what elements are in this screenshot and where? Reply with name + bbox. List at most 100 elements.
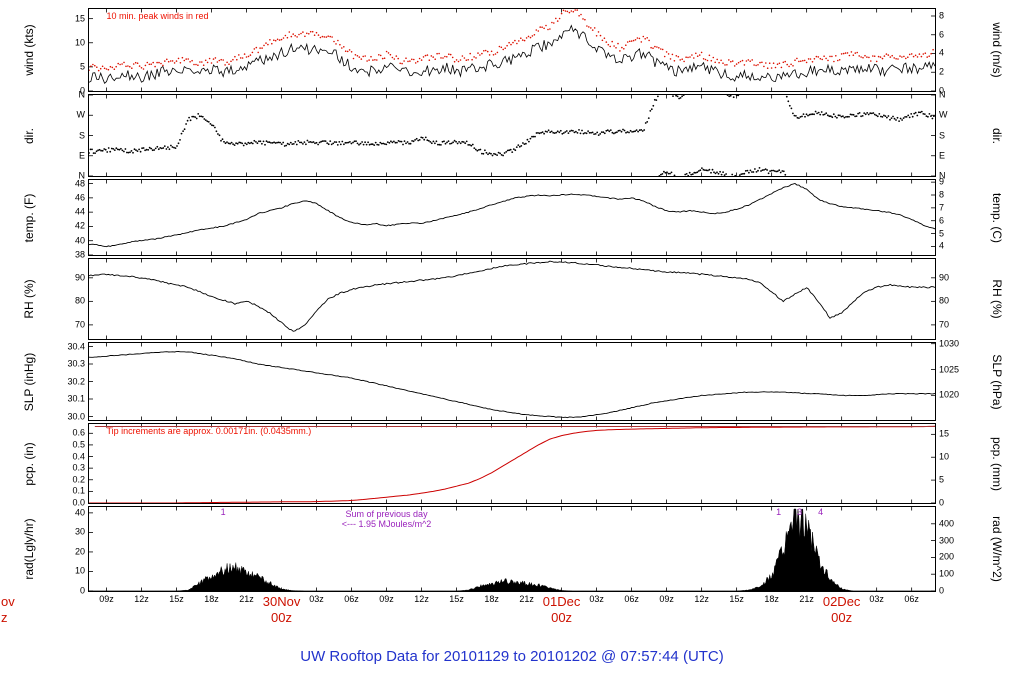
ytick-left-dir: W	[76, 109, 86, 120]
date-label-line2: 00z	[551, 610, 573, 626]
axis-title-right-temp: temp. (C)	[990, 192, 1004, 243]
axis-title-left-wind: wind (kts)	[22, 24, 36, 76]
panel-temp	[88, 179, 936, 256]
ytick-left-dir: E	[78, 150, 85, 161]
ytick-left-dir: N	[78, 89, 86, 100]
ytick-left-rh: 90	[74, 272, 85, 283]
ytick-right-rh: 90	[939, 272, 950, 283]
plot-temp	[89, 180, 935, 255]
xtick-label: 21z	[799, 594, 814, 604]
ytick-left-pcp: 0.1	[72, 485, 85, 496]
ytick-right-temp: 5	[939, 228, 945, 239]
ytick-right-rad: 100	[939, 568, 955, 579]
ytick-right-rh: 80	[939, 295, 950, 306]
ytick-right-slp: 1025	[939, 364, 960, 375]
ytick-left-slp: 30.1	[67, 393, 85, 404]
ytick-right-temp: 7	[939, 202, 945, 213]
plot-slp	[89, 343, 935, 420]
plot-wind	[89, 9, 935, 91]
ytick-left-slp: 30.4	[67, 341, 85, 351]
xtick-label: 18z	[484, 594, 499, 604]
ytick-right-wind: 2	[939, 66, 945, 77]
date-label-line1: 02Dec	[822, 594, 861, 609]
ytick-right-temp: 9	[939, 176, 945, 187]
axis-title-left-slp: SLP (inHg)	[22, 352, 36, 411]
panel-pcp	[88, 423, 936, 504]
ytick-right-slp: 1020	[939, 389, 960, 400]
xtick-label: 12z	[694, 594, 709, 604]
ytick-left-temp: 44	[74, 206, 85, 217]
xtick-label: 03z	[869, 594, 884, 604]
xtick-label: 18z	[764, 594, 779, 604]
ytick-right-pcp: 10	[939, 451, 950, 462]
axis-title-right-slp: SLP (hPa)	[990, 353, 1004, 410]
ytick-right-dir: W	[939, 109, 948, 120]
ytick-right-dir: S	[939, 130, 946, 140]
axis-title-left-temp: temp. (F)	[22, 193, 36, 242]
plot-dir	[89, 95, 935, 176]
ytick-right-wind: 0	[939, 85, 945, 96]
ytick-right-wind: 8	[939, 10, 945, 21]
ytick-right-rh: 70	[939, 319, 950, 330]
ytick-right-dir: E	[939, 150, 946, 161]
xtick-label: 12z	[414, 594, 429, 604]
ytick-right-temp: 6	[939, 215, 945, 226]
annotation-pcp-0: Tip increments are approx. 0.00171in. (0…	[106, 426, 312, 436]
axis-title-right-rad: rad (W/m^2)	[990, 516, 1004, 582]
ytick-left-temp: 40	[74, 235, 85, 246]
ytick-left-rh: 80	[74, 295, 85, 306]
ytick-left-pcp: 0.2	[72, 474, 85, 485]
panel-wind	[88, 8, 936, 92]
annotation-rad-4: 3	[797, 507, 803, 517]
xtick-label: 21z	[239, 594, 254, 604]
ytick-right-wind: 4	[939, 47, 945, 58]
date-label-line2: 00z	[831, 610, 853, 626]
ytick-left-rh: 70	[74, 319, 85, 330]
ytick-left-wind: 15	[74, 13, 85, 24]
xtick-label: 21z	[519, 594, 534, 604]
ytick-left-temp: 38	[74, 249, 85, 260]
ytick-right-rad: 300	[939, 535, 955, 546]
chart-title: UW Rooftop Data for 20101129 to 20101202…	[300, 648, 724, 665]
ytick-left-pcp: 0.0	[72, 497, 85, 508]
axis-title-right-rh: RH (%)	[990, 279, 1004, 319]
plot-rad	[89, 507, 935, 591]
annotation-rad-0: Sum of previous day	[345, 509, 428, 519]
annotation-wind-0: 10 min. peak winds in red	[106, 11, 209, 21]
plot-pcp	[89, 424, 935, 503]
axis-title-left-dir: dir.	[22, 127, 36, 144]
ytick-left-dir: N	[78, 170, 86, 181]
ytick-right-temp: 8	[939, 189, 945, 200]
date-label-0: 30Nov 00z	[263, 594, 301, 627]
ytick-right-pcp: 15	[939, 428, 950, 439]
ytick-left-rad: 40	[74, 507, 85, 518]
ytick-left-rad: 20	[74, 546, 85, 557]
ytick-left-pcp: 0.4	[72, 451, 85, 462]
ytick-left-temp: 46	[74, 192, 85, 203]
date-label-1: 01Dec 00z	[543, 594, 581, 627]
ytick-right-dir: N	[939, 89, 946, 100]
xtick-label: 12z	[134, 594, 149, 604]
annotation-rad-5: 4	[818, 507, 824, 517]
date-label-line1: 30Nov	[262, 594, 301, 609]
panel-dir	[88, 94, 936, 177]
ytick-left-slp: 30.3	[67, 358, 85, 369]
ytick-right-temp: 4	[939, 240, 945, 251]
ytick-left-rad: 0	[79, 585, 85, 596]
ytick-left-slp: 30.0	[67, 411, 85, 421]
date-label-clipped-line2: z	[1, 610, 8, 626]
ytick-left-wind: 5	[79, 61, 85, 72]
ytick-left-rad: 30	[74, 526, 85, 537]
axis-title-right-pcp: pcp. (mm)	[990, 436, 1004, 491]
axis-title-left-rad: rad(Lgly/hr)	[22, 518, 36, 580]
ytick-left-wind: 0	[79, 85, 85, 96]
xtick-label: 09z	[99, 594, 114, 604]
ytick-right-rad: 400	[939, 518, 955, 529]
xtick-label: 06z	[344, 594, 359, 604]
xtick-label: 15z	[169, 594, 184, 604]
ytick-left-rad: 10	[74, 565, 85, 576]
xtick-label: 09z	[659, 594, 674, 604]
ytick-left-temp: 42	[74, 220, 85, 231]
xtick-label: 15z	[729, 594, 744, 604]
xtick-label: 06z	[624, 594, 639, 604]
